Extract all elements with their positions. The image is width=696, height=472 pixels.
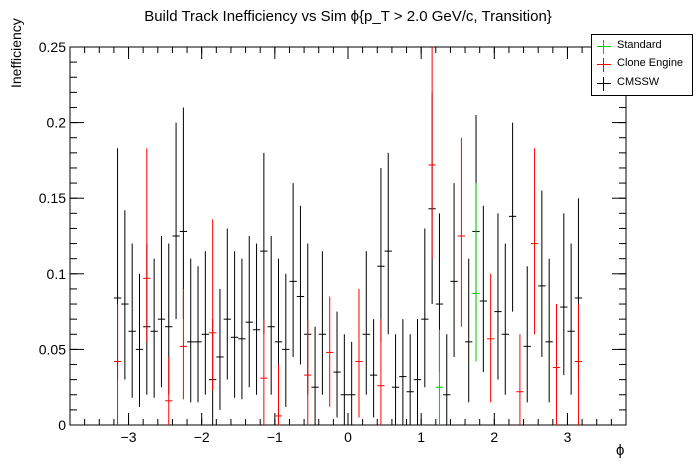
data-point-cmssw bbox=[465, 258, 473, 403]
data-point-cmssw bbox=[545, 258, 553, 403]
chart-title: Build Track Inefficiency vs Sim ϕ{p_T > … bbox=[0, 8, 696, 25]
data-point-standard bbox=[472, 183, 480, 362]
legend: Standard Clone Engine CMSSW bbox=[591, 34, 693, 96]
data-point-cmssw bbox=[443, 334, 451, 425]
plot-axes: 0 0.05 0.1 0.15 0.2 0.25 −3 −2 −1 0 1 2 3 bbox=[39, 39, 627, 445]
chart-title-text: Build Track Inefficiency vs Sim ϕ{p_T > … bbox=[144, 8, 552, 25]
x-tick-label: 3 bbox=[564, 429, 572, 445]
data-point-cmssw bbox=[252, 243, 261, 395]
y-tick-label: 0.25 bbox=[39, 39, 66, 55]
y-tick-label: 0.15 bbox=[39, 190, 66, 206]
data-point-clone-engine bbox=[530, 148, 539, 335]
data-point-cmssw bbox=[384, 152, 392, 335]
data-point-cmssw bbox=[289, 183, 297, 357]
data-point-cmssw bbox=[216, 288, 224, 410]
data-point-cmssw bbox=[560, 213, 568, 376]
data-point-cmssw bbox=[413, 319, 422, 425]
legend-item-cmssw: CMSSW bbox=[592, 75, 692, 93]
y-tick-label: 0.1 bbox=[47, 266, 67, 282]
x-tick-label: −1 bbox=[267, 429, 283, 445]
data-point-clone-engine bbox=[457, 137, 466, 327]
legend-item-standard: Standard bbox=[592, 38, 692, 56]
data-point-cmssw bbox=[538, 190, 546, 357]
data-point-clone-engine bbox=[143, 148, 151, 342]
data-point-cmssw bbox=[172, 122, 180, 320]
data-point-cmssw bbox=[501, 243, 509, 395]
data-point-cmssw bbox=[362, 251, 370, 395]
data-point-cmssw bbox=[508, 122, 517, 312]
data-point-cmssw bbox=[223, 228, 231, 380]
legend-marker-standard bbox=[597, 40, 611, 54]
data-point-clone-engine bbox=[355, 288, 363, 418]
y-tick-label: 0.2 bbox=[47, 115, 67, 131]
data-point-cmssw bbox=[348, 341, 356, 425]
data-point-standard bbox=[435, 329, 444, 425]
y-tick-label: 0 bbox=[58, 417, 66, 433]
data-point-cmssw bbox=[369, 319, 378, 418]
plot-marks bbox=[113, 47, 583, 425]
data-point-clone-engine bbox=[179, 288, 188, 400]
data-point-cmssw bbox=[296, 205, 305, 365]
legend-item-clone-engine: Clone Engine bbox=[592, 56, 692, 74]
x-tick-label: 0 bbox=[344, 429, 352, 445]
x-tick-label: 1 bbox=[417, 429, 425, 445]
data-point-cmssw bbox=[150, 258, 158, 398]
data-point-clone-engine bbox=[377, 319, 385, 425]
x-tick-label: 2 bbox=[490, 429, 498, 445]
plot-frame bbox=[69, 46, 627, 426]
data-point-cmssw bbox=[201, 251, 209, 395]
data-point-cmssw bbox=[135, 273, 144, 407]
data-point-cmssw bbox=[311, 326, 319, 425]
data-point-cmssw bbox=[523, 266, 531, 403]
data-point-cmssw bbox=[179, 107, 188, 320]
data-point-clone-engine bbox=[113, 304, 122, 425]
data-point-cmssw bbox=[333, 311, 341, 418]
legend-label-clone-engine: Clone Engine bbox=[617, 57, 684, 69]
data-point-cmssw bbox=[128, 243, 136, 398]
data-point-cmssw bbox=[494, 213, 502, 380]
data-point-cmssw bbox=[187, 258, 195, 403]
data-point-cmssw bbox=[340, 334, 348, 425]
data-point-cmssw bbox=[267, 236, 275, 395]
data-point-clone-engine bbox=[428, 47, 436, 259]
data-point-clone-engine bbox=[516, 334, 524, 425]
legend-label-cmssw: CMSSW bbox=[617, 76, 660, 88]
data-point-cmssw bbox=[567, 243, 575, 395]
data-point-clone-engine bbox=[487, 273, 495, 403]
y-tick-label: 0.05 bbox=[39, 341, 66, 357]
data-point-cmssw bbox=[282, 273, 290, 407]
data-point-cmssw bbox=[391, 334, 400, 425]
data-point-clone-engine bbox=[209, 219, 217, 391]
data-point-clone-engine bbox=[260, 319, 268, 425]
data-point-cmssw bbox=[421, 228, 429, 388]
data-point-cmssw bbox=[194, 266, 202, 403]
legend-marker-clone-engine bbox=[597, 58, 611, 72]
data-point-cmssw bbox=[245, 236, 253, 388]
legend-marker-cmssw bbox=[597, 77, 611, 91]
data-point-cmssw bbox=[260, 152, 268, 335]
data-point-cmssw bbox=[479, 205, 487, 373]
data-point-clone-engine bbox=[274, 364, 283, 425]
data-point-clone-engine bbox=[326, 296, 334, 407]
data-point-clone-engine bbox=[574, 304, 583, 425]
x-tick-label: −2 bbox=[194, 429, 210, 445]
x-axis-label: ϕ bbox=[616, 442, 625, 459]
data-point-cmssw bbox=[238, 258, 246, 400]
x-tick-label: −3 bbox=[121, 429, 137, 445]
data-point-clone-engine bbox=[165, 356, 173, 425]
data-point-cmssw bbox=[157, 236, 166, 388]
legend-label-standard: Standard bbox=[617, 39, 662, 51]
data-point-cmssw bbox=[121, 210, 129, 380]
data-point-cmssw bbox=[406, 334, 414, 425]
data-point-cmssw bbox=[399, 319, 407, 425]
data-point-cmssw bbox=[450, 183, 458, 357]
data-point-clone-engine bbox=[304, 319, 312, 425]
data-point-cmssw bbox=[230, 251, 239, 398]
data-point-clone-engine bbox=[552, 304, 561, 425]
data-point-cmssw bbox=[318, 251, 327, 395]
data-point-cmssw bbox=[377, 167, 385, 342]
